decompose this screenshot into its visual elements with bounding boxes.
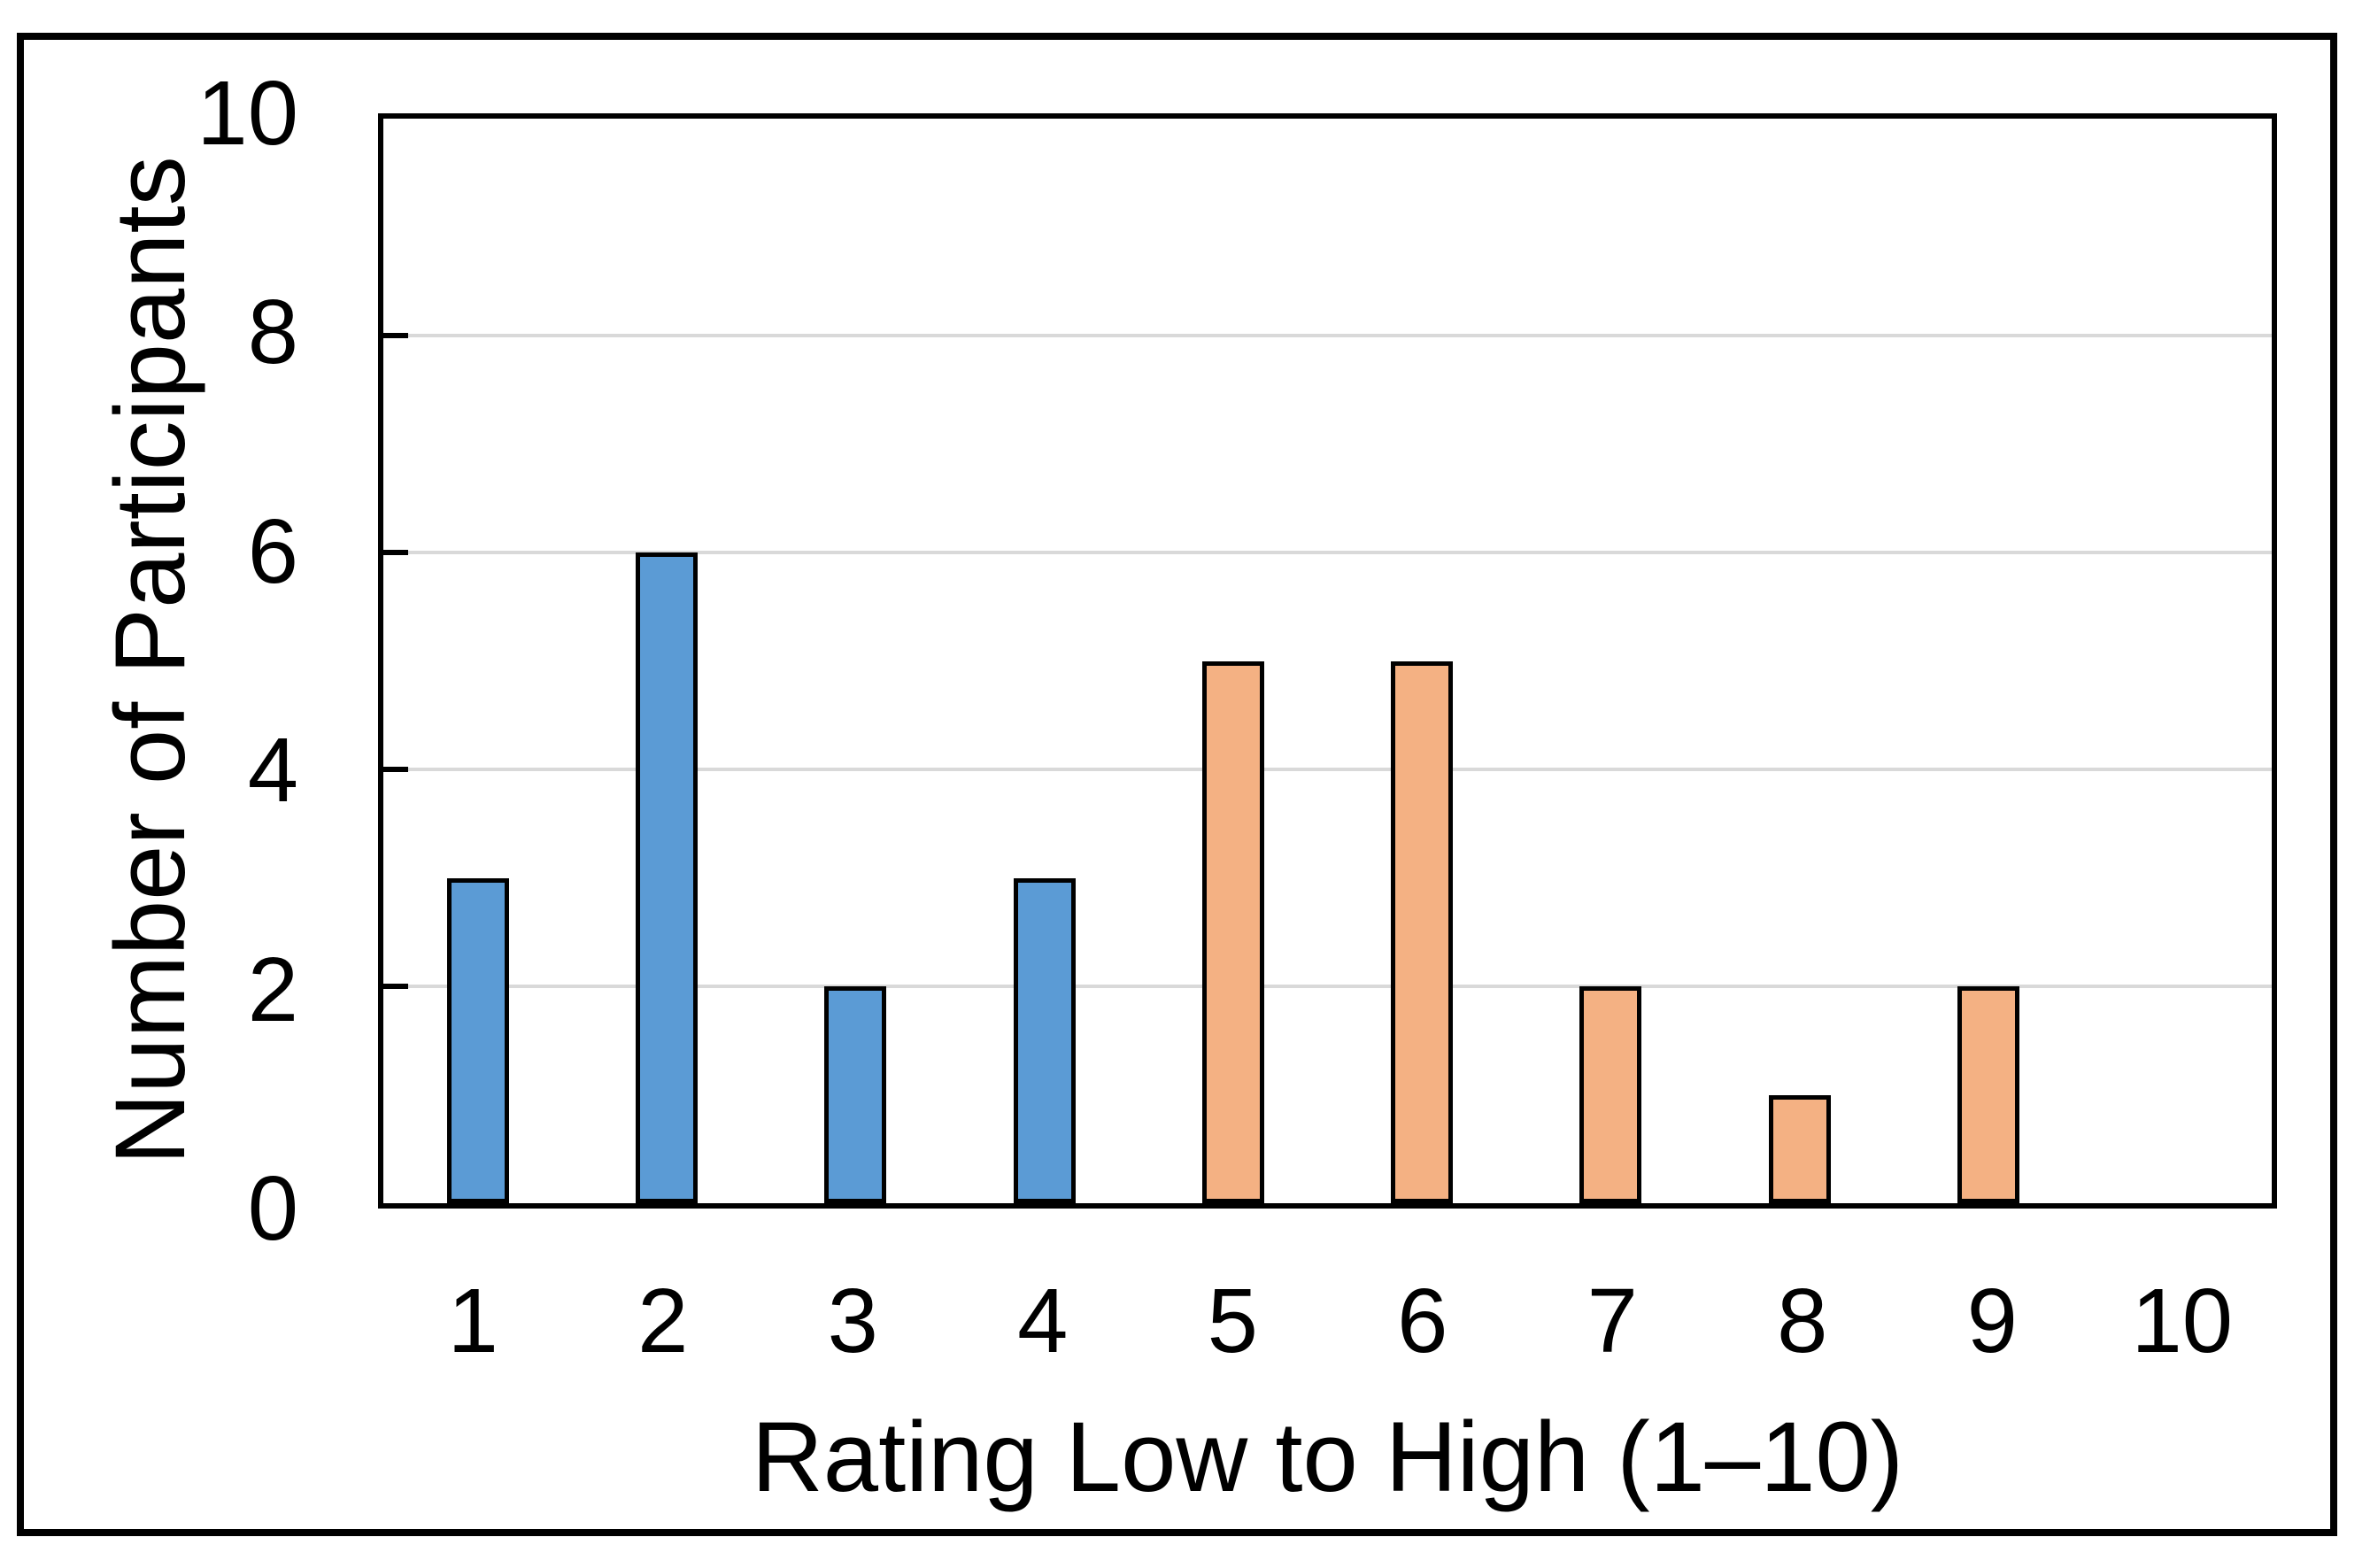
bar-rating-4 [1013,877,1076,1203]
y-axis-tick-label-10: 10 [197,62,298,164]
gridline-6 [383,551,2272,554]
x-axis-tick-label-7: 7 [1586,1270,1638,1371]
x-axis-tick-label-2: 2 [637,1270,689,1371]
x-axis-tick-label-6: 6 [1397,1270,1448,1371]
y-axis-tick-label-8: 8 [247,281,298,383]
bar-rating-9 [1957,986,2020,1203]
y-tick-mark-4 [383,767,408,772]
bar-rating-2 [635,552,698,1203]
y-tick-mark-2 [383,984,408,989]
y-axis-tick-label-0: 0 [247,1157,298,1259]
y-tick-mark-6 [383,550,408,555]
x-axis-tick-label-5: 5 [1207,1270,1258,1371]
plot-area [378,113,2277,1209]
y-axis: 0 2 4 6 8 10 [0,67,378,1254]
x-axis-tick-label-8: 8 [1777,1270,1828,1371]
y-axis-tick-label-4: 4 [247,719,298,822]
y-axis-tick-label-2: 2 [247,938,298,1040]
x-axis-tick-label-10: 10 [2131,1270,2234,1371]
x-axis-tick-label-1: 1 [447,1270,498,1371]
bar-rating-7 [1579,986,1642,1203]
x-axis-title: Rating Low to High (1–10) [751,1402,1904,1512]
bar-rating-5 [1201,660,1264,1203]
y-axis-tick-label-6: 6 [247,499,298,602]
bar-rating-6 [1391,660,1454,1203]
x-axis-tick-label-4: 4 [1017,1270,1069,1371]
x-axis-tick-label-9: 9 [1966,1270,2018,1371]
gridline-2 [383,985,2272,988]
gridline-4 [383,768,2272,771]
bar-rating-3 [824,986,887,1203]
x-axis-tick-label-3: 3 [827,1270,878,1371]
bar-rating-8 [1768,1094,1831,1203]
x-axis-labels: 1 2 3 4 5 6 7 8 9 10 [378,1209,2277,1386]
gridline-8 [383,334,2272,337]
y-tick-mark-8 [383,333,408,338]
outer-frame [17,33,2337,1536]
bar-rating-1 [446,877,509,1203]
